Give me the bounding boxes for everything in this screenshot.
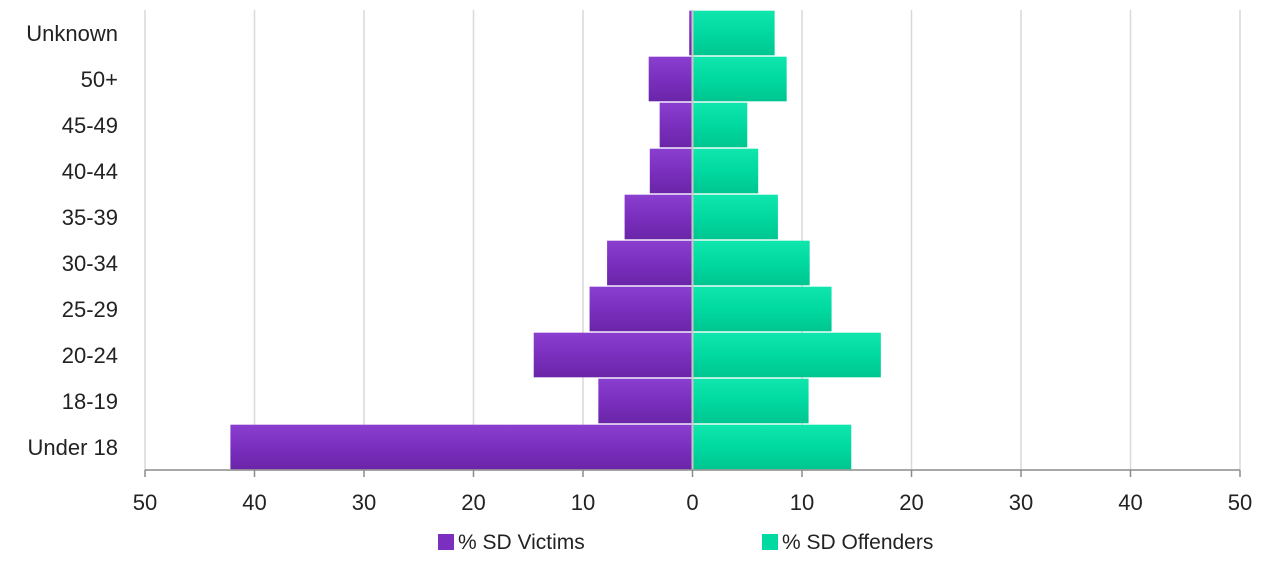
category-label-35-39: 35-39 bbox=[62, 205, 118, 230]
x-tick-label-10: 50 bbox=[1228, 490, 1252, 515]
x-tick-label-5: 0 bbox=[686, 490, 698, 515]
x-tick-label-4: 10 bbox=[571, 490, 595, 515]
bar-right-30-34 bbox=[693, 241, 810, 286]
legend-swatch-right bbox=[762, 534, 778, 550]
category-label-under-18: Under 18 bbox=[27, 435, 118, 460]
axes bbox=[145, 10, 1240, 477]
legend-label-left: % SD Victims bbox=[458, 531, 585, 554]
bar-left-35-39 bbox=[625, 195, 693, 240]
category-label-30-34: 30-34 bbox=[62, 251, 118, 276]
category-label-45-49: 45-49 bbox=[62, 113, 118, 138]
bar-right-40-44 bbox=[693, 149, 759, 194]
category-label-18-19: 18-19 bbox=[62, 389, 118, 414]
category-label-40-44: 40-44 bbox=[62, 159, 118, 184]
x-tick-label-0: 50 bbox=[133, 490, 157, 515]
bar-left-45-49 bbox=[660, 103, 693, 148]
legend-swatch-left bbox=[438, 534, 454, 550]
category-label-20-24: 20-24 bbox=[62, 343, 118, 368]
x-tick-label-2: 30 bbox=[352, 490, 376, 515]
bar-left-50- bbox=[649, 57, 693, 102]
x-tick-label-9: 40 bbox=[1118, 490, 1142, 515]
bar-left-30-34 bbox=[607, 241, 692, 286]
category-label-unknown: Unknown bbox=[26, 21, 118, 46]
bar-right-20-24 bbox=[693, 333, 881, 378]
bar-left-40-44 bbox=[650, 149, 693, 194]
x-tick-label-1: 40 bbox=[242, 490, 266, 515]
bar-right-50- bbox=[693, 57, 787, 102]
bar-right-25-29 bbox=[693, 287, 832, 332]
x-tick-label-7: 20 bbox=[899, 490, 923, 515]
legend-label-right: % SD Offenders bbox=[782, 531, 933, 554]
bar-left-25-29 bbox=[590, 287, 693, 332]
bar-right-45-49 bbox=[693, 103, 748, 148]
legend: % SD Victims % SD Offenders bbox=[438, 531, 933, 554]
bar-left-18-19 bbox=[598, 379, 692, 424]
bar-right-18-19 bbox=[693, 379, 809, 424]
bar-right-35-39 bbox=[693, 195, 778, 240]
x-tick-label-8: 30 bbox=[1009, 490, 1033, 515]
x-tick-label-3: 20 bbox=[461, 490, 485, 515]
category-label-50-: 50+ bbox=[81, 67, 118, 92]
category-label-25-29: 25-29 bbox=[62, 297, 118, 322]
x-tick-label-6: 10 bbox=[790, 490, 814, 515]
bar-right-under-18 bbox=[693, 425, 852, 470]
bar-left-under-18 bbox=[230, 425, 692, 470]
bar-right-unknown bbox=[693, 11, 775, 56]
bar-left-20-24 bbox=[534, 333, 693, 378]
bars bbox=[230, 11, 880, 470]
